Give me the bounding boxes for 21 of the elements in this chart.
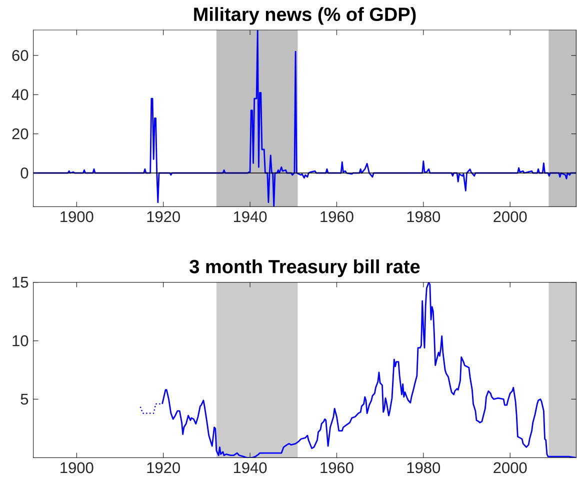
y-tick-label: 10 bbox=[12, 335, 28, 346]
x-tick-label: 1900 bbox=[60, 211, 94, 222]
x-tick-label: 1920 bbox=[147, 462, 180, 474]
x-tick-label: 1960 bbox=[320, 211, 354, 222]
x-tick-label: 2000 bbox=[494, 462, 527, 474]
x-tick-label: 1980 bbox=[407, 211, 440, 222]
y-tick-label: 60 bbox=[12, 50, 28, 61]
y-tick-label: 20 bbox=[12, 128, 28, 140]
y-tick-label: 0 bbox=[20, 168, 28, 178]
x-tick-label: 1920 bbox=[147, 211, 180, 222]
chart-title: 3 month Treasury bill rate bbox=[190, 259, 420, 278]
y-tick-label: 5 bbox=[20, 394, 28, 405]
x-tick-label: 2000 bbox=[494, 211, 527, 222]
y-tick-label: 15 bbox=[12, 276, 28, 288]
x-tick-label: 1940 bbox=[234, 462, 267, 474]
x-tick-label: 1940 bbox=[234, 211, 267, 222]
y-tick-label: 40 bbox=[12, 89, 28, 100]
x-tick-label: 1960 bbox=[320, 462, 354, 474]
x-tick-label: 1980 bbox=[407, 462, 440, 474]
chart-title: Military news (% of GDP) bbox=[194, 7, 416, 25]
x-tick-label: 1900 bbox=[60, 462, 94, 474]
